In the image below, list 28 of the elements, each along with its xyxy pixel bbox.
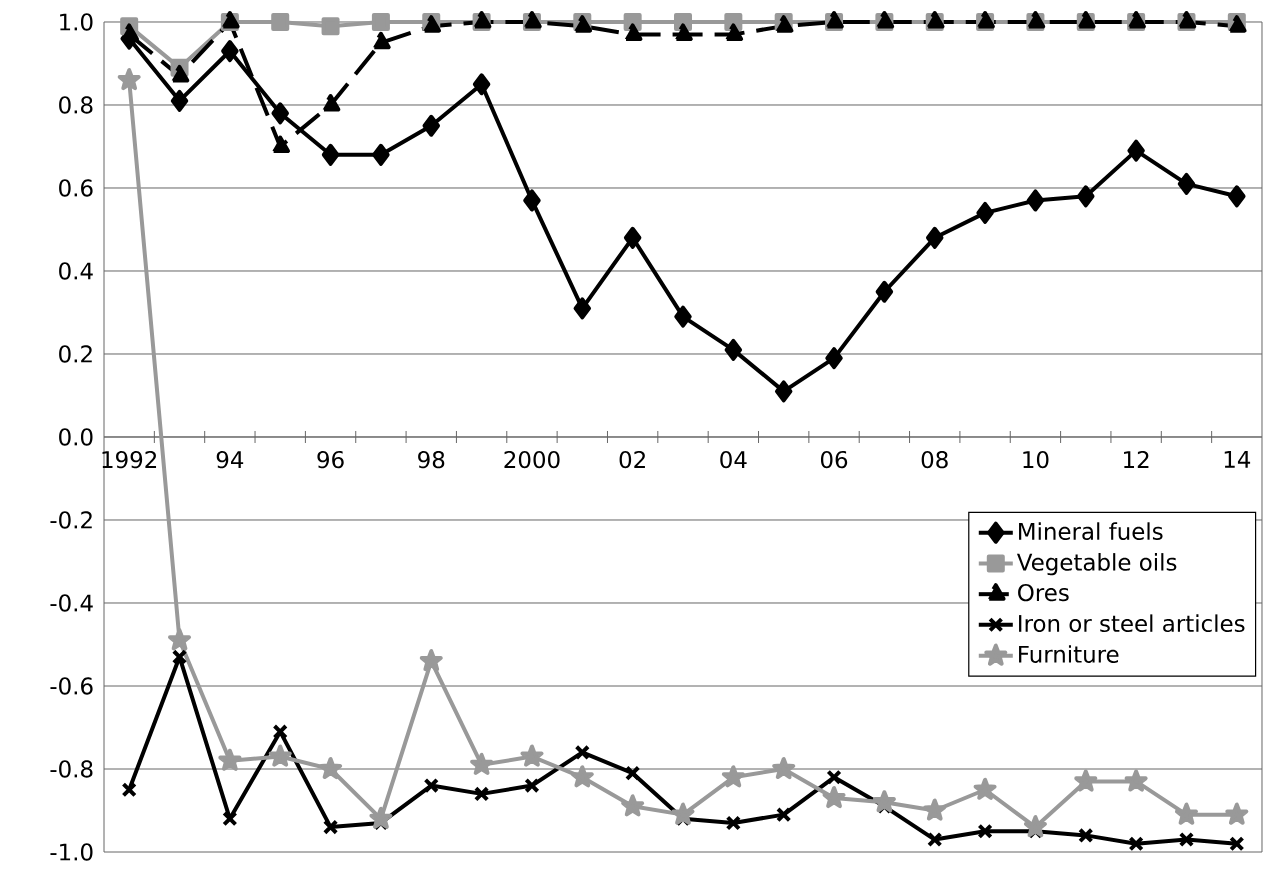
x-tick-label: 2000: [504, 450, 560, 469]
legend-label: Mineral fuels: [1019, 522, 1163, 541]
x-tick-label: 10: [1023, 450, 1049, 469]
y-tick-label: 0.0: [59, 428, 93, 446]
x-tick-label: 1992: [102, 450, 157, 469]
x-tick-label: 14: [1224, 450, 1251, 468]
y-tick-label: 0.2: [59, 345, 92, 363]
x-tick-label: 94: [216, 450, 244, 469]
y-tick-label: 0.6: [59, 179, 93, 197]
x-tick-label: 06: [820, 450, 848, 469]
y-tick-label: 0.8: [59, 96, 93, 114]
x-tick-label: 96: [317, 450, 344, 469]
y-tick-label: -0.6: [50, 677, 93, 695]
y-tick-label: -1.0: [50, 843, 93, 861]
x-tick-label: 98: [418, 450, 445, 469]
y-tick-label: 0.4: [59, 262, 93, 280]
x-tick-label: 12: [1124, 450, 1149, 468]
legend-label: Vegetable oils: [1016, 553, 1177, 576]
x-tick-label: 08: [921, 450, 948, 469]
x-tick-label: 02: [619, 450, 645, 469]
x-tick-label: 04: [720, 450, 747, 469]
legend-label: Ores: [1018, 583, 1069, 602]
legend-label: Iron or steel articles: [1019, 614, 1245, 633]
y-tick-label: -0.8: [50, 760, 93, 778]
legend-label: Furniture: [1019, 645, 1119, 663]
y-tick-label: -0.4: [50, 594, 93, 612]
y-tick-label: 1.0: [60, 13, 93, 31]
y-tick-label: -0.2: [50, 511, 92, 529]
